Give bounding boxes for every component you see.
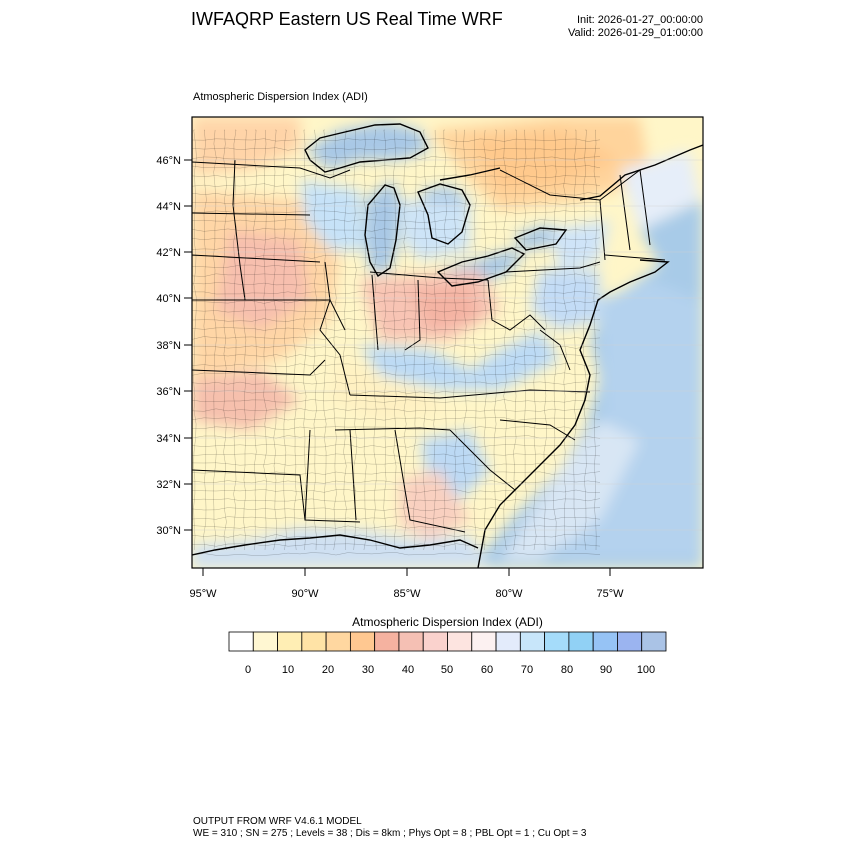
lon-ticks <box>202 568 611 576</box>
colorbar-swatch <box>277 631 303 652</box>
footer-line-2: WE = 310 ; SN = 275 ; Levels = 38 ; Dis … <box>193 828 587 839</box>
footer-line-1: OUTPUT FROM WRF V4.6.1 MODEL <box>193 816 362 827</box>
colorbar-swatch <box>641 631 667 652</box>
colorbar-swatch <box>592 631 618 652</box>
lon-label: 95°W <box>189 588 217 600</box>
lon-label: 85°W <box>393 588 421 600</box>
colorbar-tick-label: 40 <box>402 664 414 676</box>
lat-label: 34°N <box>156 433 181 445</box>
colorbar <box>228 631 667 652</box>
map-subtitle: Atmospheric Dispersion Index (ADI) <box>193 91 368 103</box>
colorbar-swatch <box>447 631 473 652</box>
lon-labels: 95°W 90°W 85°W 80°W 75°W <box>189 588 624 600</box>
adi-field <box>192 117 703 568</box>
colorbar-swatch <box>325 631 351 652</box>
colorbar-swatch <box>398 631 424 652</box>
colorbar-swatch <box>617 631 643 652</box>
colorbar-tick-label: 0 <box>245 664 251 676</box>
colorbar-swatch <box>422 631 448 652</box>
colorbar-swatch <box>374 631 400 652</box>
lat-label: 46°N <box>156 155 181 167</box>
map-area <box>192 117 703 568</box>
lat-label: 42°N <box>156 247 181 259</box>
lon-label: 75°W <box>596 588 624 600</box>
lon-label: 80°W <box>495 588 523 600</box>
colorbar-swatch <box>519 631 546 652</box>
colorbar-swatch <box>568 631 594 652</box>
page-title: IWFAQRP Eastern US Real Time WRF <box>191 9 503 29</box>
colorbar-title: Atmospheric Dispersion Index (ADI) <box>352 615 543 629</box>
colorbar-labels: 0 10 20 30 40 50 60 70 80 90 100 <box>245 664 655 676</box>
colorbar-tick-label: 20 <box>322 664 334 676</box>
colorbar-swatch <box>471 631 497 652</box>
colorbar-tick-label: 50 <box>441 664 453 676</box>
time-info: Init: 2026-01-27_00:00:00 Valid: 2026-01… <box>568 14 703 40</box>
colorbar-swatch <box>495 631 521 652</box>
lat-labels: 46°N 44°N 42°N 40°N 38°N 36°N 34°N 32°N … <box>156 155 181 537</box>
map-frame <box>191 116 704 569</box>
colorbar-tick-label: 60 <box>481 664 493 676</box>
colorbar-tick-label: 10 <box>282 664 294 676</box>
colorbar-tick-label: 80 <box>561 664 573 676</box>
model-footer: OUTPUT FROM WRF V4.6.1 MODEL WE = 310 ; … <box>193 816 586 840</box>
lat-label: 36°N <box>156 386 181 398</box>
colorbar-tick-label: 30 <box>362 664 374 676</box>
lat-label: 32°N <box>156 479 181 491</box>
init-time: Init: 2026-01-27_00:00:00 <box>577 14 703 26</box>
lat-ticks <box>184 159 192 531</box>
county-mesh <box>192 129 601 556</box>
lon-label: 90°W <box>291 588 319 600</box>
county-lines <box>192 129 601 556</box>
lat-label: 30°N <box>156 525 181 537</box>
lat-label: 40°N <box>156 293 181 305</box>
colorbar-swatch <box>544 631 570 652</box>
colorbar-swatch <box>301 631 327 652</box>
colorbar-swatch <box>349 631 376 652</box>
coastlines <box>192 123 703 568</box>
lat-label: 44°N <box>156 201 181 213</box>
valid-time: Valid: 2026-01-29_01:00:00 <box>568 27 703 39</box>
graticule <box>192 159 703 531</box>
colorbar-swatch <box>252 631 278 652</box>
colorbar-tick-label: 100 <box>637 664 655 676</box>
colorbar-tick-label: 90 <box>600 664 612 676</box>
lat-label: 38°N <box>156 340 181 352</box>
colorbar-tick-label: 70 <box>521 664 533 676</box>
colorbar-swatch <box>228 631 254 652</box>
